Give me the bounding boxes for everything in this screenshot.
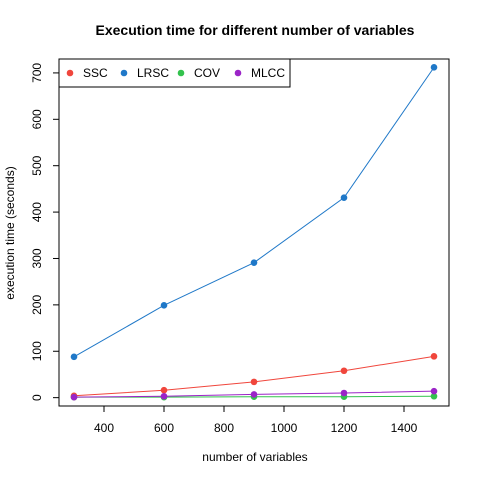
legend-box [58, 58, 291, 88]
y-tick-label: 500 [30, 155, 44, 175]
legend-item-cov: COV [177, 66, 220, 80]
x-tick-label: 1400 [391, 421, 418, 435]
data-point-mlcc [250, 391, 258, 398]
legend-marker-ssc [66, 69, 74, 77]
x-tick-label: 600 [154, 421, 174, 435]
x-axis-label: number of variables [202, 450, 307, 464]
data-point-lrsc [160, 302, 168, 309]
x-tick-label: 1200 [331, 421, 358, 435]
legend-label-mlcc: MLCC [251, 66, 285, 80]
y-tick-label: 700 [30, 63, 44, 83]
series-mlcc [70, 387, 438, 401]
data-point-mlcc [160, 392, 168, 400]
y-tick-label: 400 [30, 202, 44, 222]
x-tick-label: 400 [94, 421, 114, 435]
legend-marker-mlcc [234, 69, 242, 77]
legend: SSC LRSC COV MLCC [58, 58, 291, 88]
data-point-mlcc [340, 389, 348, 397]
legend-item-ssc: SSC [66, 66, 108, 80]
y-tick-label: 200 [30, 295, 44, 315]
legend-label-lrsc: LRSC [137, 66, 169, 80]
series-lrsc [70, 64, 438, 361]
data-point-lrsc [340, 194, 348, 202]
chart-title: Execution time for different number of v… [96, 22, 415, 38]
legend-item-lrsc: LRSC [120, 66, 169, 80]
y-axis: 0 100 200 300 400 500 600 700 [30, 63, 60, 401]
x-tick-label: 800 [214, 421, 234, 435]
data-point-ssc [160, 386, 168, 394]
y-tick-label: 600 [30, 109, 44, 129]
legend-label-ssc: SSC [83, 66, 108, 80]
data-point-ssc [250, 378, 258, 386]
data-point-mlcc [430, 387, 438, 395]
data-point-ssc [340, 367, 348, 375]
y-tick-label: 300 [30, 248, 44, 268]
data-point-ssc [430, 353, 438, 360]
legend-label-cov: COV [194, 66, 220, 80]
data-point-lrsc [250, 259, 258, 266]
data-point-mlcc [70, 393, 78, 401]
y-tick-label: 0 [30, 394, 44, 401]
legend-marker-cov [177, 69, 185, 77]
y-tick-label: 100 [30, 341, 44, 361]
y-axis-label: execution time (seconds) [3, 166, 17, 299]
data-point-lrsc [430, 64, 438, 71]
data-point-cov [430, 392, 438, 400]
x-axis: 400 600 800 1000 1200 1400 [94, 405, 418, 435]
series-layer [70, 64, 438, 401]
data-point-lrsc [70, 353, 78, 361]
legend-marker-lrsc [120, 69, 128, 77]
x-tick-label: 1000 [271, 421, 298, 435]
legend-item-mlcc: MLCC [234, 66, 285, 80]
